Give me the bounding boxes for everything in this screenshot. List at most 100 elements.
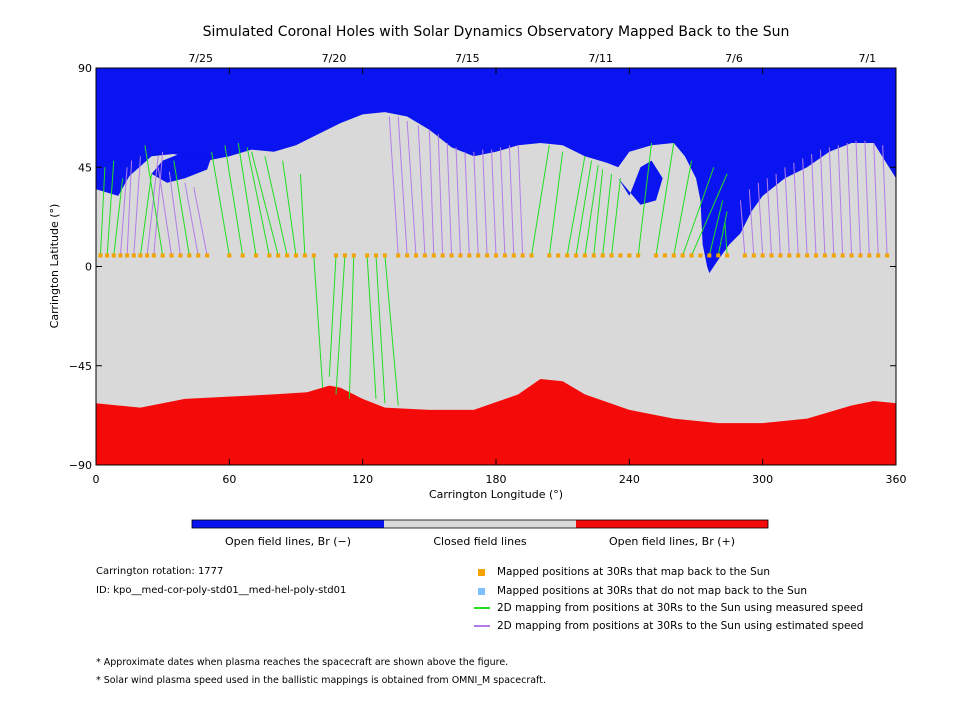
mapped-footpoint: [627, 253, 632, 258]
footnote-dates: * Approximate dates when plasma reaches …: [96, 657, 509, 668]
date-tick-label: 7/1: [858, 52, 876, 65]
mapped-footpoint: [751, 253, 756, 258]
rotation-info: Carrington rotation: 1777: [96, 566, 224, 577]
mapped-footpoint: [867, 253, 872, 258]
measured-mapping-line: [708, 200, 724, 256]
estimated-mapping-line: [157, 167, 173, 256]
x-axis-label: Carrington Longitude (°): [429, 488, 563, 501]
measured-mapping-line: [173, 160, 190, 256]
mapped-footpoint: [118, 253, 123, 258]
x-tick-label: 360: [886, 473, 907, 486]
mapped-footpoint: [131, 253, 136, 258]
y-tick-label: 0: [85, 261, 92, 274]
x-axis: 0 60 120 180 240 300 360: [93, 68, 907, 486]
measured-mapping-line: [348, 255, 355, 399]
mapped-footpoint: [422, 253, 427, 258]
date-tick-label: 7/6: [725, 52, 743, 65]
mapped-footpoint: [778, 253, 783, 258]
colorbar-negative: [192, 520, 384, 528]
legend-estimated: 2D mapping from positions at 30Rs to the…: [497, 620, 864, 632]
colorbar-label-negative: Open field lines, Br (−): [225, 535, 351, 548]
measured-mapping-line: [673, 160, 693, 256]
x-tick-label: 120: [352, 473, 373, 486]
estimated-mapping-line: [882, 145, 888, 256]
date-tick-label: 7/11: [588, 52, 613, 65]
mapped-footpoint: [227, 253, 232, 258]
estimated-mapping-line: [508, 145, 515, 256]
x-tick-label: 300: [752, 473, 773, 486]
estimated-mapping-line: [855, 140, 861, 256]
estimated-mapping-line: [146, 156, 159, 256]
estimated-mapping-line: [739, 200, 746, 256]
mapped-footpoint: [689, 253, 694, 258]
mapped-footpoint: [178, 253, 183, 258]
measured-mapping-line: [717, 211, 728, 256]
mapped-footpoint: [831, 253, 836, 258]
mapped-footpoint: [840, 253, 845, 258]
colorbar-label-closed: Closed field lines: [433, 535, 527, 548]
measured-mapping-line: [724, 222, 728, 256]
measured-mapping-line: [113, 178, 124, 256]
mapped-footpoint: [365, 253, 370, 258]
mapped-footpoint: [885, 253, 890, 258]
mapped-footpoint: [351, 253, 356, 258]
mapped-footpoint: [254, 253, 258, 258]
mapped-footpoint: [547, 253, 552, 258]
mapped-footpoint: [382, 253, 387, 258]
x-tick-label: 0: [93, 473, 100, 486]
measured-speed-lines: [99, 142, 728, 406]
estimated-mapping-line: [455, 147, 461, 256]
mapped-footpoint: [716, 253, 721, 258]
mapped-footpoint: [160, 253, 165, 258]
measured-mapping-line: [299, 173, 306, 256]
not-mapped-swatch: [478, 588, 485, 595]
mapped-footpoint: [294, 253, 298, 258]
model-id: ID: kpo__med-cor-poly-std01__med-hel-pol…: [96, 585, 347, 596]
estimated-mapping-line: [784, 167, 790, 256]
measured-mapping-line: [139, 173, 153, 256]
mapped-footpoint: [276, 253, 281, 258]
date-tick-label: 7/15: [455, 52, 480, 65]
estimated-mapping-line: [793, 162, 799, 256]
estimated-mapping-line: [811, 153, 817, 256]
northern-loop-hole: [151, 151, 212, 183]
mapped-footpoints: [98, 253, 890, 258]
mapped-footpoint: [760, 253, 765, 258]
mapped-footpoint: [662, 253, 667, 258]
mapped-footpoint: [145, 253, 150, 258]
measured-mapping-line: [246, 147, 270, 256]
chart-title: Simulated Coronal Holes with Solar Dynam…: [203, 24, 790, 40]
mapped-footpoint: [742, 253, 747, 258]
mapped-footpoint: [414, 253, 418, 258]
mapped-footpoint: [814, 253, 818, 258]
x-tick-label: 60: [222, 473, 236, 486]
mapped-footpoint: [565, 253, 570, 258]
mapped-footpoint: [494, 253, 498, 258]
measured-mapping-line: [566, 156, 586, 256]
estimated-mapping-line: [417, 125, 426, 256]
estimated-mapping-line: [388, 116, 399, 256]
mapped-footpoint: [334, 253, 338, 258]
measured-mapping-line: [548, 151, 564, 256]
measured-mapping-line: [99, 167, 106, 256]
mapped-footpoint: [556, 253, 561, 258]
mapped-footpoint: [707, 253, 712, 258]
mapped-footpoint: [787, 253, 792, 258]
colorbar-closed: [384, 520, 576, 528]
measured-mapping-line: [375, 255, 386, 404]
mapped-footpoint: [169, 253, 174, 258]
south-open-field-region: [96, 378, 896, 465]
date-tick-label: 7/20: [322, 52, 347, 65]
estimated-mapping-line: [406, 120, 417, 256]
estimated-mapping-line: [473, 151, 479, 256]
y-tick-label: −90: [69, 459, 92, 472]
measured-mapping-line: [313, 255, 324, 388]
estimated-mapping-line: [837, 145, 844, 256]
estimated-mapping-line: [819, 149, 826, 256]
mapped-footpoint: [822, 253, 827, 258]
measured-mapping-line: [328, 255, 337, 377]
mapped-footpoint: [485, 253, 490, 258]
estimated-mapping-line: [802, 158, 808, 256]
measured-mapping-line: [593, 169, 604, 256]
